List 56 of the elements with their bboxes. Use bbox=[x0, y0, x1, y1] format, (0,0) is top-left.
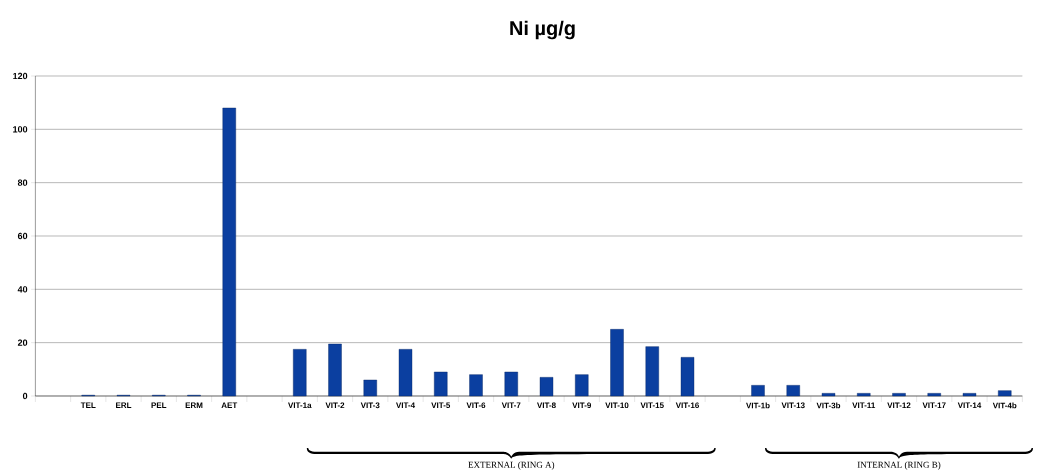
x-tick-label: VIT-4b bbox=[992, 402, 1017, 409]
bar bbox=[434, 371, 448, 397]
bar bbox=[998, 390, 1012, 397]
bar bbox=[610, 329, 624, 397]
x-tick-label: TEL bbox=[80, 402, 96, 408]
bar bbox=[680, 357, 695, 397]
x-tick-label: VIT-13 bbox=[781, 402, 805, 409]
chart-title: Ni µg/g bbox=[510, 20, 575, 40]
x-tick-label: VIT-3b bbox=[816, 402, 841, 409]
y-tick-label: 80 bbox=[17, 179, 28, 186]
bar bbox=[363, 379, 377, 397]
bar bbox=[751, 385, 765, 397]
bar bbox=[222, 107, 236, 397]
y-tick-label: 0 bbox=[22, 392, 28, 400]
x-tick-label: VIT-1a bbox=[288, 402, 312, 409]
x-tick-label: VIT-10 bbox=[605, 402, 629, 409]
bar bbox=[504, 371, 518, 397]
bar bbox=[857, 393, 871, 397]
x-tick-label: VIT-7 bbox=[501, 402, 521, 408]
x-tick-label: VIT-3 bbox=[360, 402, 380, 409]
bar bbox=[293, 349, 307, 397]
bar bbox=[575, 374, 589, 397]
bar bbox=[927, 393, 941, 397]
x-tick-label: VIT-2 bbox=[325, 402, 345, 409]
bar bbox=[469, 374, 483, 397]
x-tick-label: VIT-16 bbox=[675, 402, 699, 409]
text: INTERNAL (RING B) bbox=[857, 461, 941, 470]
x-tick-label: VIT-1b bbox=[746, 402, 770, 409]
x-tick-label: VIT-5 bbox=[431, 402, 451, 409]
x-tick-label: VIT-8 bbox=[536, 402, 556, 409]
x-tick-label: VIT-4 bbox=[395, 402, 416, 408]
bar bbox=[786, 385, 800, 397]
bar bbox=[539, 377, 554, 397]
y-tick-label: 40 bbox=[17, 286, 28, 293]
x-tick-label: ERL bbox=[116, 402, 132, 408]
x-tick-label: VIT-9 bbox=[572, 402, 592, 409]
y-tick-label: 60 bbox=[17, 232, 28, 240]
text: EXTERNAL (RING A) bbox=[468, 461, 555, 470]
bar bbox=[962, 393, 977, 397]
bar bbox=[892, 393, 906, 397]
y-tick-label: 120 bbox=[13, 72, 28, 80]
x-tick-label: VIT-6 bbox=[466, 402, 486, 409]
x-tick-label: VIT-14 bbox=[957, 402, 982, 408]
x-tick-label: VIT-11 bbox=[852, 402, 876, 408]
x-tick-label: VIT-15 bbox=[640, 402, 664, 409]
bar bbox=[645, 346, 659, 397]
bar bbox=[398, 349, 413, 397]
y-tick-label: 100 bbox=[13, 126, 28, 133]
x-tick-label: PEL bbox=[151, 402, 167, 408]
bar bbox=[821, 393, 836, 397]
x-tick-label: VIT-17 bbox=[922, 402, 946, 408]
x-tick-label: ERM bbox=[185, 402, 203, 408]
y-tick-label: 20 bbox=[17, 339, 28, 346]
bar bbox=[328, 343, 342, 397]
x-tick-label: VIT-12 bbox=[887, 402, 911, 409]
x-tick-label: AET bbox=[221, 402, 238, 408]
